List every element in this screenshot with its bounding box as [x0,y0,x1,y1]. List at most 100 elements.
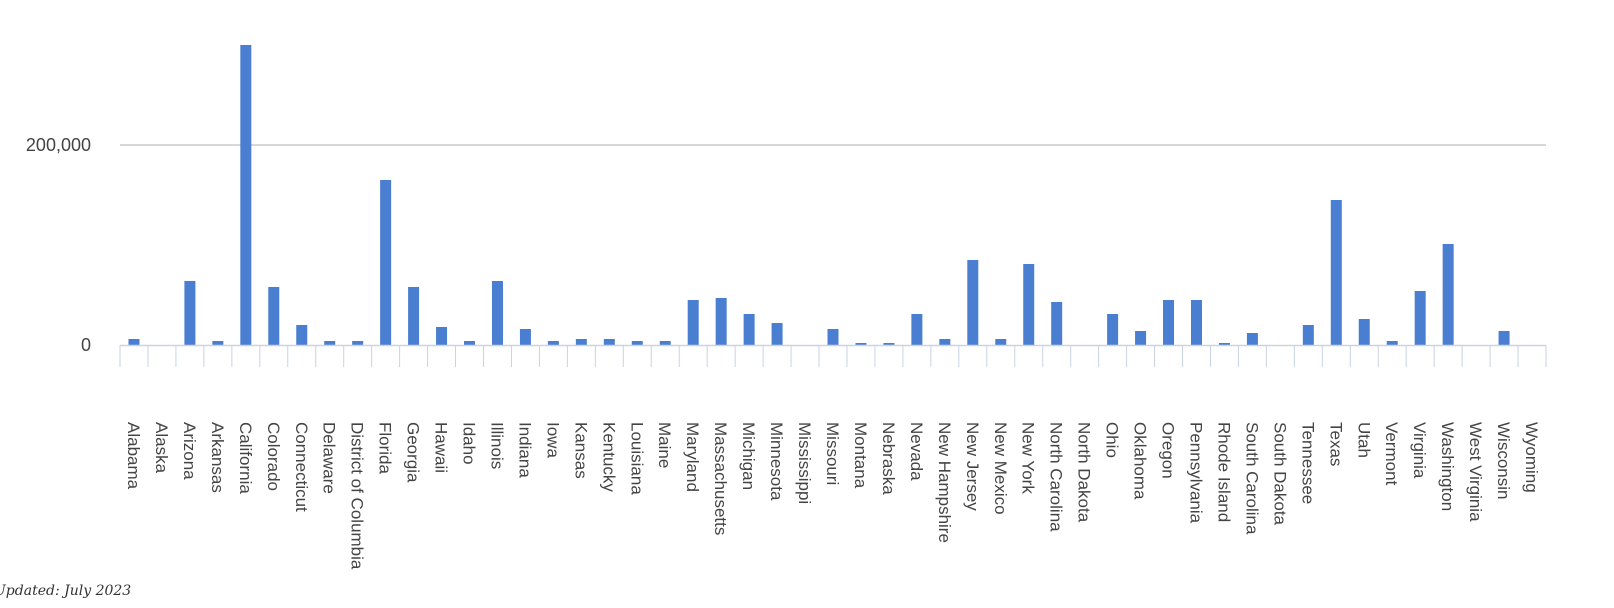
bar-wisconsin [1498,331,1510,345]
x-tick-label: Minnesota [767,422,786,501]
x-tick-label: Delaware [320,422,339,494]
x-tick-label: South Dakota [1270,422,1289,526]
x-tick-label: North Dakota [1075,422,1094,523]
x-tick-label: Kentucky [599,422,618,492]
bar-idaho [464,341,476,345]
bar-south-carolina [1246,333,1258,345]
bar-texas [1330,200,1342,345]
x-tick-label: Texas [1326,422,1345,466]
bar-north-carolina [1051,302,1063,345]
x-tick-label: Utah [1354,422,1373,458]
x-tick-label: Idaho [460,422,479,465]
x-tick-label: Illinois [487,422,506,469]
bar-florida [380,180,392,345]
x-tick-label: Massachusetts [711,422,730,535]
bar-maryland [687,300,699,345]
x-tick-label: New Jersey [963,422,982,511]
x-tick-label: Mississippi [795,422,814,504]
x-tick-label: Alabama [124,422,143,490]
bar-oklahoma [1135,331,1147,345]
x-tick-label: Maryland [683,422,702,492]
bar-iowa [547,341,559,345]
x-tick-label: Arkansas [208,422,227,493]
x-tick-label: Michigan [739,422,758,490]
bar-michigan [743,314,755,345]
x-tick-label: North Carolina [1047,422,1066,532]
x-tick-label: Georgia [404,422,423,483]
bar-nevada [911,314,923,345]
x-tick-label: Hawaii [432,422,451,473]
x-axis [119,344,1547,367]
x-tick-label: New Hampshire [935,422,954,543]
bar-delaware [324,341,336,345]
x-tick-label: Colorado [264,422,283,491]
x-tick-label: Washington [1438,422,1457,511]
footnote: Updated: July 2023 [0,583,132,599]
bar-new-jersey [967,260,979,345]
x-tick-label: South Carolina [1242,422,1261,535]
x-tick-label: Ohio [1103,422,1122,458]
bar-alabama [128,339,140,345]
bar-missouri [827,329,839,345]
x-tick-label: Louisiana [627,422,646,495]
bar-arizona [184,281,196,345]
bar-maine [659,341,671,345]
x-tick-label: Pennsylvania [1186,422,1205,524]
x-tick-label: Maine [655,422,674,468]
bar-massachusetts [715,298,727,345]
x-tick-label: Nebraska [879,422,898,495]
bar-indiana [519,329,531,345]
bar-hawaii [436,327,448,345]
x-tick-label: Wisconsin [1494,422,1513,499]
x-tick-label: Tennessee [1298,422,1317,504]
x-tick-label: Florida [376,422,395,475]
x-tick-label: Arizona [180,422,199,480]
bar-new-mexico [995,339,1007,345]
x-tick-label: West Virginia [1466,422,1485,522]
x-tick-label: Rhode Island [1214,422,1233,522]
x-tick-label: Indiana [515,422,534,478]
bar-california [240,45,252,345]
bar-new-hampshire [939,339,951,345]
bar-colorado [268,287,280,345]
x-tick-label: Oklahoma [1131,422,1150,500]
y-tick-labels: 0 200,000 [26,135,91,355]
bar-ohio [1107,314,1119,345]
x-tick-label: Virginia [1410,422,1429,479]
x-tick-label: Connecticut [292,422,311,512]
x-tick-labels: Alabama Alaska Arizona Arkansas California Co… [124,422,1541,570]
bar-georgia [408,287,420,345]
bar-connecticut [296,325,308,345]
bar-district-of-columbia [352,341,364,345]
bar-vermont [1386,341,1398,345]
bars [128,45,1510,345]
y-tick-label: 200,000 [26,135,91,155]
x-tick-label: Oregon [1159,422,1178,479]
x-tick-label: Nevada [907,422,926,481]
x-tick-label: Alaska [152,422,171,474]
bar-pennsylvania [1190,300,1202,345]
y-tick-label: 0 [81,335,91,355]
x-tick-label: Kansas [571,422,590,479]
bar-new-york [1023,264,1035,345]
bar-oregon [1163,300,1175,345]
bar-minnesota [771,323,783,345]
bar-kentucky [603,339,615,345]
bar-kansas [575,339,587,345]
x-tick-label: Vermont [1382,422,1401,486]
bar-washington [1442,244,1454,345]
bar-tennessee [1302,325,1314,345]
x-tick-label: Wyoming [1522,422,1541,493]
x-tick-label: California [236,422,255,494]
x-tick-label: Iowa [543,422,562,458]
x-tick-label: Missouri [823,422,842,485]
x-tick-label: New Mexico [991,422,1010,515]
bar-arkansas [212,341,224,345]
bar-louisiana [631,341,643,345]
bar-nebraska [883,343,895,345]
bar-rhode-island [1218,343,1230,345]
bar-illinois [491,281,503,345]
bar-montana [855,343,867,345]
